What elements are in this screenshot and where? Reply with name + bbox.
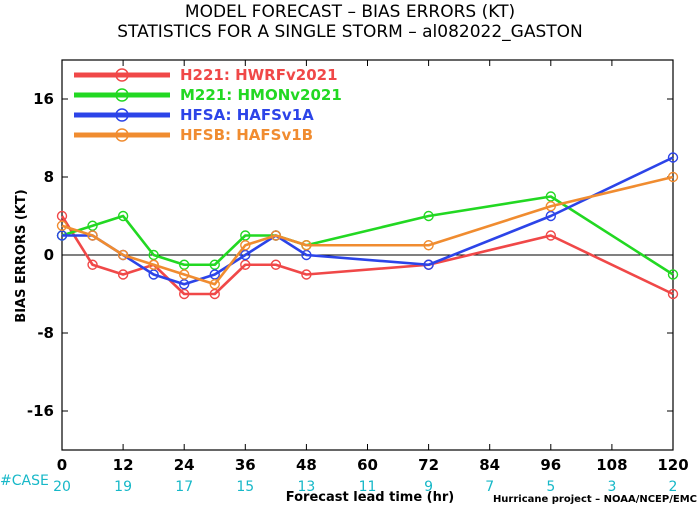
legend-entry-hfsa: HFSA: HAFSv1A <box>74 106 314 124</box>
legend-marker <box>115 68 129 82</box>
series-line <box>60 215 674 296</box>
data-point <box>240 230 251 241</box>
case-count: 13 <box>297 479 315 495</box>
data-point <box>240 259 251 270</box>
data-point <box>270 230 282 241</box>
case-count: 11 <box>359 479 377 495</box>
case-count: 2 <box>669 479 678 495</box>
data-point <box>667 152 679 163</box>
x-tick-label: 24 <box>174 456 195 474</box>
data-point <box>148 269 159 280</box>
data-point <box>178 269 190 280</box>
case-count: 20 <box>53 479 71 495</box>
data-point <box>148 249 159 261</box>
data-point <box>56 230 68 241</box>
data-point <box>240 240 251 251</box>
legend-label: HFSB: HAFSv1B <box>180 126 313 144</box>
x-tick-label: 108 <box>596 456 627 474</box>
data-point <box>117 269 129 280</box>
data-point <box>423 259 434 270</box>
x-tick-label: 120 <box>657 456 688 474</box>
data-point <box>545 201 556 212</box>
data-point <box>87 220 98 231</box>
data-point <box>240 249 251 261</box>
legend-marker <box>115 128 129 142</box>
series-h221 <box>56 210 679 300</box>
data-point <box>56 210 68 222</box>
y-tick-label: 8 <box>44 168 54 186</box>
data-point <box>87 230 98 241</box>
data-point <box>301 269 312 280</box>
data-point <box>209 288 220 300</box>
series-line <box>61 175 674 286</box>
data-point <box>178 288 190 300</box>
data-point <box>209 279 220 290</box>
legend-marker <box>115 88 129 102</box>
x-tick-label: 72 <box>418 456 439 474</box>
x-tick-label: 60 <box>357 456 378 474</box>
data-point <box>87 259 98 270</box>
case-count: 5 <box>546 479 555 495</box>
case-label: #CASE <box>0 473 49 489</box>
x-tick-label: 36 <box>235 456 256 474</box>
legend-label: M221: HMONv2021 <box>180 86 342 104</box>
legend-entry-h221: H221: HWRFv2021 <box>74 66 338 84</box>
data-point <box>667 269 679 280</box>
data-point <box>270 259 282 270</box>
data-point <box>545 210 556 222</box>
legend-entry-m221: M221: HMONv2021 <box>74 86 342 104</box>
data-point <box>148 259 159 270</box>
y-tick-label: -16 <box>27 402 54 420</box>
case-count: 17 <box>175 479 193 495</box>
case-count: 7 <box>485 479 494 495</box>
case-count: 3 <box>607 479 616 495</box>
data-point <box>301 249 312 261</box>
data-point <box>209 259 220 270</box>
data-point <box>117 210 129 222</box>
data-point <box>545 230 556 241</box>
data-point <box>301 240 312 251</box>
x-tick-label: 84 <box>479 456 500 474</box>
y-axis-label: BIAS ERRORS (KT) <box>14 189 29 322</box>
legend-entry-hfsb: HFSB: HAFSv1B <box>74 126 313 144</box>
case-count: 9 <box>424 479 433 495</box>
x-tick-label: 12 <box>113 456 134 474</box>
series-hfsb <box>56 171 679 290</box>
y-tick-label: 0 <box>44 246 54 264</box>
chart-title-line1: MODEL FORECAST – BIAS ERRORS (KT) <box>185 2 515 22</box>
data-point <box>423 210 434 222</box>
case-count: 15 <box>236 479 254 495</box>
data-point <box>178 259 190 270</box>
data-point <box>545 191 556 202</box>
data-point <box>209 269 220 280</box>
case-count: 19 <box>114 479 132 495</box>
data-point <box>667 171 679 183</box>
x-axis-label: Forecast lead time (hr) <box>286 490 454 505</box>
y-tick-label: -8 <box>37 324 54 342</box>
x-tick-label: 0 <box>57 456 67 474</box>
x-tick-label: 48 <box>296 456 317 474</box>
legend-marker <box>115 108 129 122</box>
data-point <box>667 288 679 300</box>
legend-label: HFSA: HAFSv1A <box>180 106 314 124</box>
x-tick-label: 96 <box>540 456 561 474</box>
chart-title-line2: STATISTICS FOR A SINGLE STORM – al082022… <box>117 22 583 42</box>
credit-text: Hurricane project – NOAA/NCEP/EMC <box>493 494 697 505</box>
data-point <box>178 279 190 290</box>
y-tick-label: 16 <box>33 90 54 108</box>
data-point <box>117 249 129 261</box>
data-point <box>423 240 434 251</box>
data-point <box>56 220 68 231</box>
series-line <box>61 195 674 276</box>
legend-label: H221: HWRFv2021 <box>180 66 338 84</box>
